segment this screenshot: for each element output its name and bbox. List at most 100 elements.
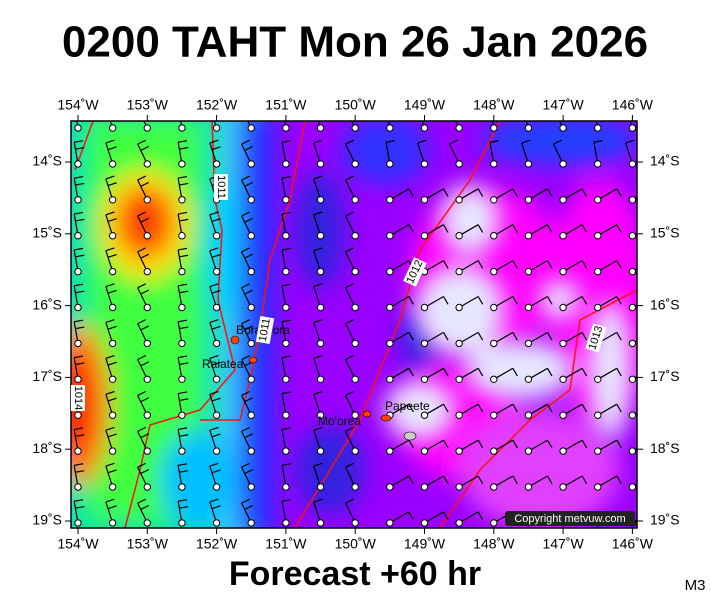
lat-label-left: 18˚S (32, 440, 62, 456)
barb-flag (74, 319, 84, 323)
barb-flag (313, 247, 323, 252)
barb-flag (345, 498, 354, 504)
barb-flag (211, 433, 221, 438)
lon-label-top: 147˚W (542, 97, 584, 113)
barb-station (420, 519, 429, 527)
barb-station (143, 375, 152, 383)
barb-flag (512, 188, 518, 197)
lon-label-bottom: 146˚W (612, 536, 654, 552)
barb-flag (345, 355, 354, 361)
barb-flag (477, 188, 484, 197)
barb-flag (512, 296, 518, 305)
barb-flag (281, 355, 292, 359)
barb-station (74, 519, 82, 527)
lon-label-top: 154˚W (57, 97, 99, 113)
barb-station (628, 196, 637, 204)
barb-station (143, 339, 152, 348)
barb-station (420, 303, 429, 312)
barb-station (490, 232, 498, 240)
barb-flag (443, 439, 449, 449)
barb-flag (546, 367, 553, 377)
barb-station (316, 232, 325, 240)
barb-station (74, 232, 82, 240)
barb-flag (74, 355, 84, 359)
barb-station (490, 483, 498, 491)
barb-station (108, 339, 117, 348)
barb-flag (74, 499, 84, 502)
barb-flag (178, 319, 188, 323)
lat-label-left: 15˚S (32, 225, 62, 241)
barb-station (316, 519, 325, 527)
lon-label-top: 153˚W (127, 97, 169, 113)
barb-station (386, 303, 394, 312)
barb-flag (546, 260, 553, 269)
barb-station (524, 267, 533, 276)
barb-station (524, 411, 533, 419)
barb-station (594, 267, 602, 276)
barb-station (108, 411, 117, 419)
barb-flag (489, 140, 499, 143)
barb-flag (408, 224, 414, 233)
barb-flag (241, 498, 250, 504)
barb-flag (137, 319, 147, 325)
barb-flag (75, 326, 85, 330)
isobar-label-bg (585, 323, 607, 353)
barb-station (178, 267, 186, 276)
barb-flag (74, 463, 84, 466)
barb-flag (241, 139, 250, 145)
barb-flag (75, 434, 85, 437)
barb-station (594, 483, 602, 491)
wind-barbs (73, 104, 637, 527)
barb-flag (75, 182, 85, 186)
barb-flag (178, 247, 188, 251)
barb-station (108, 267, 117, 276)
barb-flag (179, 326, 189, 330)
barb-flag (546, 224, 553, 233)
barb-flag (140, 325, 150, 331)
barb-station (351, 196, 359, 204)
barb-station (282, 483, 290, 491)
barb-flag (512, 224, 518, 233)
barb-station (178, 160, 186, 168)
barb-flag (314, 104, 323, 107)
barb-station (628, 303, 637, 312)
lon-label-bottom: 150˚W (335, 536, 377, 552)
barb-station (316, 483, 325, 491)
barb-flag (211, 361, 221, 366)
barb-station (490, 124, 498, 132)
barb-station (74, 303, 82, 312)
barb-flag (512, 439, 518, 449)
map-field: Copyright metvuw.com (71, 104, 637, 528)
barb-flag (209, 355, 219, 359)
barb-flag (408, 296, 414, 305)
barb-flag (209, 211, 219, 216)
barb-flag (179, 182, 189, 186)
barb-flag (211, 218, 221, 223)
barb-flag (244, 253, 254, 259)
lat-label-left: 14˚S (32, 153, 62, 169)
barb-flag (443, 224, 449, 233)
barb-flag (417, 139, 427, 144)
barb-flag (179, 290, 189, 294)
barb-flag (140, 433, 150, 439)
barb-station (490, 160, 498, 168)
barb-station (559, 303, 567, 312)
barb-station (74, 375, 82, 383)
barb-station (212, 160, 221, 168)
barb-station (628, 483, 637, 491)
barb-station (108, 232, 117, 240)
barb-flag (449, 139, 458, 145)
barb-flag (105, 139, 115, 144)
barb-flag (244, 145, 254, 151)
barb-flag (137, 211, 147, 217)
barb-flag (75, 362, 85, 366)
barb-flag (137, 390, 147, 396)
barb-station (420, 339, 429, 348)
barb-station (524, 124, 533, 132)
barb-station (247, 411, 255, 419)
barb-flag (245, 111, 253, 115)
lon-label-top: 148˚W (473, 97, 515, 113)
barb-flag (241, 355, 250, 361)
barb-flag (107, 146, 117, 151)
barb-flag (107, 505, 117, 510)
